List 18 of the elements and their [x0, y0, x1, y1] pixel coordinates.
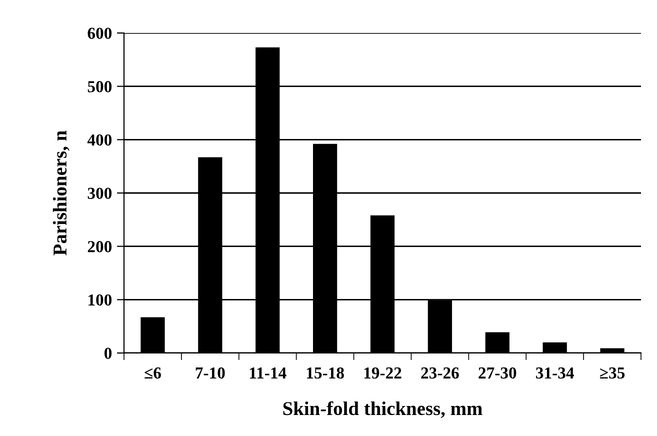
x-tick-label: 19-22	[364, 367, 402, 379]
y-tick-label: 200	[88, 241, 112, 252]
y-tick-label: 400	[87, 134, 112, 146]
y-tick-label: 100	[88, 294, 112, 306]
y-tick-label: 500	[88, 81, 112, 92]
y-axis-title: Parishioners, n	[52, 130, 70, 256]
y-tick-label: 0	[104, 348, 112, 359]
x-tick-label: 23-26	[421, 367, 459, 379]
x-tick-label: 7-10	[196, 367, 225, 379]
x-tick-label: 11-14	[250, 367, 286, 378]
x-axis-title: Skin-fold thickness, mm	[283, 401, 482, 418]
y-tick-label: 600	[88, 28, 112, 39]
x-tick-label: 27-30	[478, 367, 516, 379]
x-tick-label: ≥35	[600, 367, 625, 379]
x-tick-label: ≤6	[144, 367, 161, 379]
x-tick-label: 31-34	[536, 367, 574, 379]
y-tick-label: 300	[88, 188, 112, 199]
x-tick-label: 15-18	[306, 367, 344, 379]
